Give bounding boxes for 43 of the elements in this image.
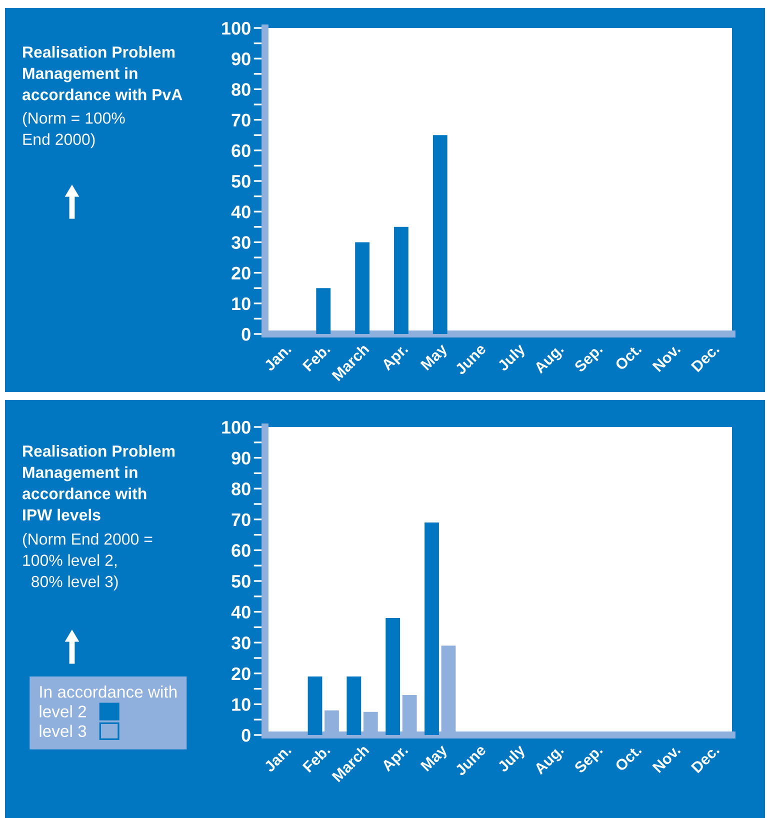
legend-label: level 2 — [40, 705, 86, 718]
y-tick-label: 50 — [232, 174, 250, 188]
x-tick-label: Oct. — [614, 744, 642, 772]
x-tick-label: Jan. — [263, 343, 292, 372]
y-tick-label: 70 — [232, 114, 250, 127]
y-axis-title: Realisation Problem Management in accordance with IPW levels — [22, 445, 175, 521]
y-tick-label: 0 — [242, 728, 250, 742]
x-tick-label: Apr. — [380, 343, 411, 374]
text: (Norm = 100% End 2000) — [22, 112, 125, 148]
x-tick-label: Apr. — [380, 744, 411, 774]
legend-title: In accordance with — [40, 686, 177, 698]
x-tick-label: Jan. — [263, 744, 292, 773]
y-tick-label: 30 — [231, 236, 250, 249]
y-tick-label: 60 — [232, 144, 250, 158]
y-tick-label: 30 — [231, 636, 250, 650]
y-tick-label: 40 — [231, 206, 250, 218]
y-tick-label: 10 — [232, 297, 250, 310]
y-tick-label: 90 — [232, 52, 250, 66]
y-tick-label: 10 — [232, 698, 250, 711]
y-tick-label: 20 — [232, 667, 250, 680]
y-tick-label: 70 — [232, 513, 250, 526]
x-tick-label: Feb. — [302, 343, 331, 372]
y-tick-label: 40 — [231, 606, 250, 619]
y-tick-label: 60 — [232, 544, 250, 557]
x-tick-label: Sep. — [574, 744, 606, 776]
x-tick-label: Dec. — [690, 343, 720, 372]
y-tick-label: 50 — [232, 574, 250, 588]
y-tick-label: 100 — [222, 22, 250, 35]
x-tick-label: Nov. — [652, 343, 681, 372]
x-tick-label: Sep. — [574, 343, 606, 375]
x-tick-label: Oct. — [614, 343, 642, 371]
y-tick-label: 80 — [232, 482, 250, 496]
x-tick-label: Nov. — [652, 744, 681, 774]
text: (Norm End 2000 = 100% level 2, 80% level 3) — [22, 533, 152, 590]
legend-label: level 3 — [40, 724, 86, 738]
y-axis-title: Realisation Problem Management in accordance with PvA — [22, 46, 182, 100]
y-tick-label: 80 — [232, 83, 250, 96]
x-tick-label: Dec. — [690, 744, 720, 774]
y-tick-label: 100 — [222, 420, 250, 434]
x-tick-label: Feb. — [302, 744, 331, 773]
y-tick-label: 20 — [232, 266, 250, 280]
y-tick-label: 90 — [232, 452, 250, 465]
y-tick-label: 0 — [242, 328, 250, 341]
